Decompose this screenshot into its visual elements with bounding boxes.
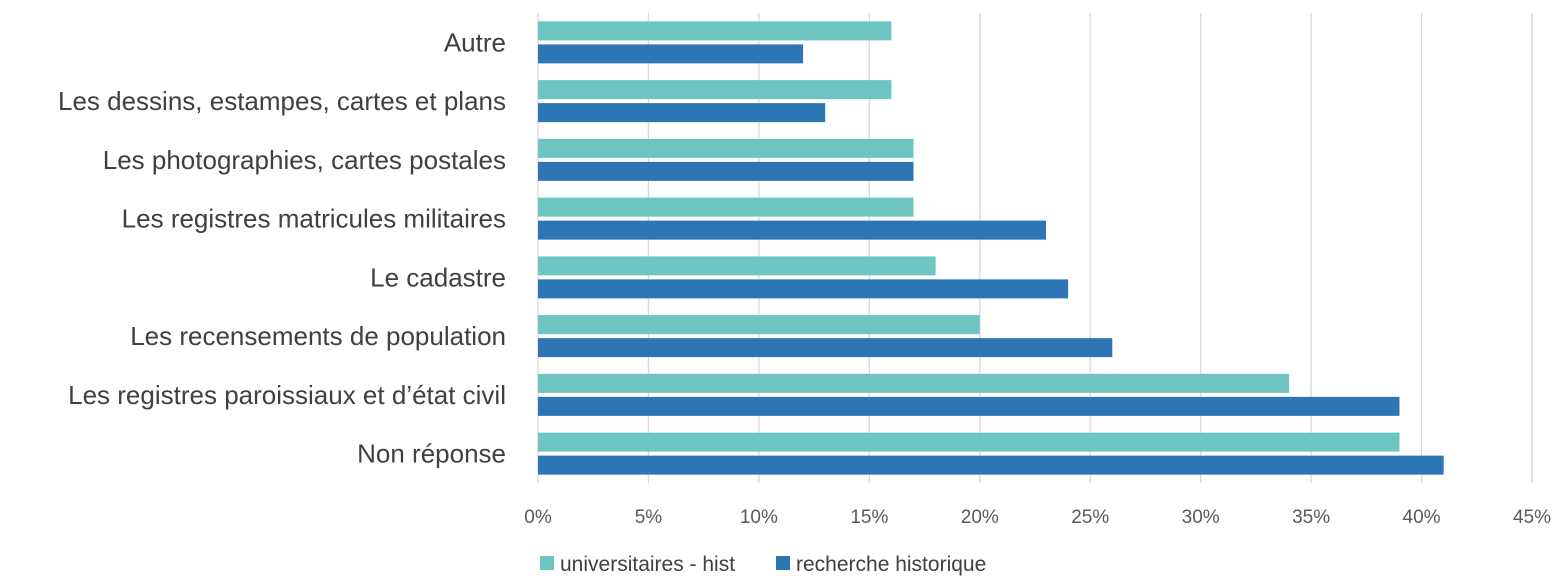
bar-recherche-7 <box>538 455 1444 475</box>
x-tick-label: 30% <box>1182 507 1220 528</box>
category-label: Les registres matricules militaires <box>122 204 506 234</box>
legend-label: recherche historique <box>796 553 986 576</box>
bar-universitaires-1 <box>538 80 892 100</box>
x-tick-label: 35% <box>1292 507 1330 528</box>
x-tick-label: 45% <box>1513 507 1551 528</box>
category-label: Les photographies, cartes postales <box>103 145 506 175</box>
bar-universitaires-7 <box>538 432 1400 452</box>
bar-recherche-2 <box>538 161 914 181</box>
x-tick-label: 10% <box>740 507 778 528</box>
bar-recherche-1 <box>538 103 826 123</box>
x-tick-label: 15% <box>850 507 888 528</box>
x-tick-label: 40% <box>1403 507 1441 528</box>
legend-label: universitaires - hist <box>560 553 735 576</box>
bar-universitaires-5 <box>538 315 980 335</box>
bar-recherche-0 <box>538 44 804 64</box>
legend: universitaires - hist recherche historiqu… <box>540 553 986 576</box>
x-tick-label: 0% <box>524 507 552 528</box>
bar-recherche-3 <box>538 220 1047 240</box>
x-tick-label: 5% <box>635 507 663 528</box>
bar-universitaires-0 <box>538 21 892 41</box>
bar-universitaires-4 <box>538 256 936 276</box>
x-tick-label: 25% <box>1071 507 1109 528</box>
bar-recherche-4 <box>538 279 1069 299</box>
bar-universitaires-3 <box>538 197 914 217</box>
category-label: Non réponse <box>357 439 506 469</box>
category-label: Autre <box>444 27 506 57</box>
x-axis-tick-labels: 0% 5% 10% 15% 20% 25% 30% 35% 40% 45% <box>524 507 1551 528</box>
category-label: Les registres paroissiaux et d’état civi… <box>68 380 506 410</box>
bar-recherche-5 <box>538 338 1113 358</box>
legend-swatch <box>776 556 790 570</box>
category-label: Les dessins, estampes, cartes et plans <box>58 86 506 116</box>
bars <box>538 21 1444 475</box>
bar-universitaires-6 <box>538 373 1290 393</box>
category-label: Le cadastre <box>370 262 506 292</box>
x-tick-label: 20% <box>961 507 999 528</box>
category-label: Les recensements de population <box>130 321 506 351</box>
legend-swatch <box>540 556 554 570</box>
bar-universitaires-2 <box>538 138 914 158</box>
bar-recherche-6 <box>538 396 1400 416</box>
category-labels: Autre Les dessins, estampes, cartes et pl… <box>58 27 506 468</box>
